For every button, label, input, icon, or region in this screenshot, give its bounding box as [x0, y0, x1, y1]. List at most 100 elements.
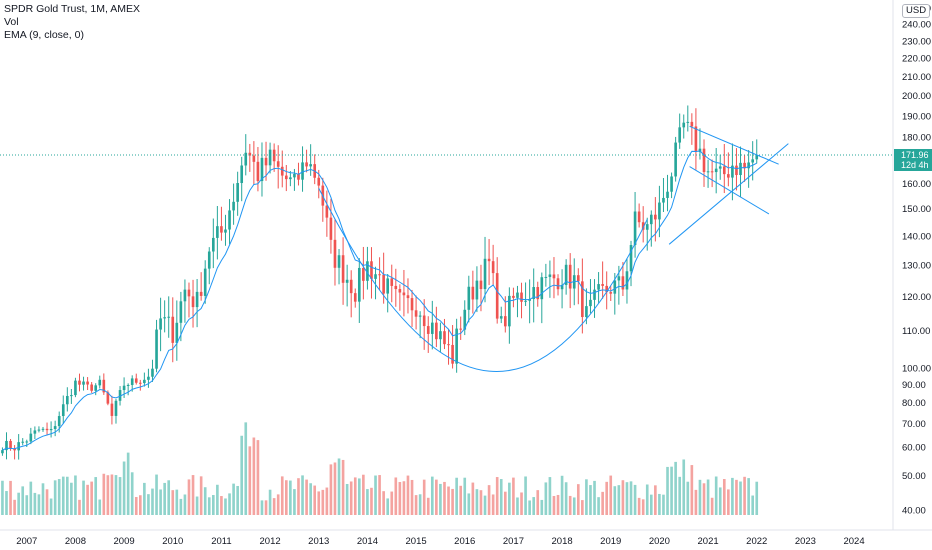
- volume-bar: [625, 482, 629, 515]
- candle-body: [443, 331, 446, 345]
- candle-body: [183, 289, 187, 302]
- volume-bar: [706, 479, 710, 515]
- price-tick-label: 180.00: [902, 133, 931, 144]
- volume-bar: [284, 480, 288, 515]
- candle-body: [357, 267, 361, 302]
- candle-body: [5, 440, 8, 451]
- volume-bar: [70, 482, 73, 515]
- candle-body: [187, 289, 191, 297]
- candle-body: [155, 329, 158, 369]
- candle-body: [516, 292, 519, 298]
- volume-bar: [49, 498, 53, 515]
- volume-bar: [333, 462, 337, 515]
- volume-bar: [491, 494, 495, 515]
- volume-bar: [362, 474, 365, 515]
- candle-body: [641, 222, 645, 230]
- candle-body: [268, 149, 272, 166]
- time-tick-label: 2009: [114, 536, 135, 547]
- currency-badge[interactable]: USD: [902, 4, 931, 18]
- candle-body: [495, 273, 499, 319]
- candle-body: [29, 433, 33, 442]
- time-tick-label: 2016: [454, 536, 475, 547]
- volume-bar: [536, 490, 540, 515]
- ema-legend[interactable]: EMA (9, close, 0): [4, 29, 84, 41]
- candle-body: [463, 309, 467, 330]
- candle-body: [487, 258, 491, 262]
- volume-bar: [175, 489, 179, 515]
- volume-bar: [256, 440, 260, 515]
- volume-bar: [556, 494, 560, 515]
- candle-body: [560, 284, 564, 290]
- candle-body: [475, 280, 479, 300]
- candle-body: [601, 284, 604, 286]
- candle-body: [130, 378, 134, 385]
- volume-bar: [138, 495, 142, 515]
- candle-body: [702, 148, 706, 172]
- candle-body: [743, 162, 746, 169]
- volume-bar: [126, 452, 130, 515]
- volume-bar: [309, 483, 312, 515]
- candle-body: [686, 121, 690, 123]
- candle-body: [459, 328, 463, 330]
- candle-body: [678, 127, 682, 143]
- volume-bar: [171, 490, 175, 515]
- candle-body: [739, 162, 742, 176]
- candle-body: [556, 278, 560, 290]
- candle-body: [90, 384, 93, 391]
- volume-bar: [41, 483, 45, 515]
- candle-body: [13, 448, 16, 451]
- candle-body: [414, 310, 418, 317]
- volume-bar: [228, 493, 231, 515]
- candle-body: [637, 211, 641, 223]
- candle-body: [503, 316, 507, 327]
- candle-body: [370, 261, 373, 279]
- volume-bar: [694, 489, 698, 515]
- candle-body: [25, 441, 29, 443]
- candle-body: [710, 171, 714, 173]
- volume-bar: [394, 477, 398, 515]
- candle-body: [491, 261, 495, 274]
- candle-body: [548, 274, 552, 277]
- candle-body: [682, 122, 686, 128]
- price-tick-label: 230.00: [902, 36, 931, 47]
- candle-body: [138, 382, 142, 384]
- last-price-value: 171.96: [901, 150, 929, 161]
- candle-body: [252, 155, 256, 162]
- volume-bar: [301, 475, 304, 515]
- time-tick-label: 2024: [843, 536, 864, 547]
- volume-bar: [317, 491, 321, 515]
- trendline-drawing: [689, 166, 770, 215]
- candle-body: [690, 121, 694, 127]
- candle-body: [508, 295, 511, 327]
- candle-body: [228, 210, 231, 230]
- volume-bar: [94, 477, 98, 515]
- volume-bar: [690, 465, 694, 515]
- candle-body: [317, 177, 321, 186]
- volume-bar: [426, 497, 430, 515]
- volume-bar: [33, 492, 37, 515]
- volume-bar: [589, 485, 592, 515]
- volume-bar: [232, 483, 235, 515]
- candle-body: [666, 191, 669, 198]
- candle-body: [568, 264, 572, 289]
- symbol-title[interactable]: SPDR Gold Trust, 1M, AMEX: [4, 3, 140, 15]
- volume-bar: [313, 485, 317, 515]
- volume-bar: [540, 499, 544, 515]
- candle-body: [224, 229, 227, 233]
- bar-countdown: 12d 4h: [901, 160, 929, 171]
- candle-body: [406, 295, 410, 299]
- candle-body: [394, 285, 398, 290]
- volume-bar: [5, 491, 8, 515]
- volume-legend[interactable]: Vol: [4, 16, 19, 28]
- candle-body: [447, 344, 450, 346]
- volume-bar: [544, 482, 548, 515]
- volume-bar: [597, 497, 600, 515]
- price-tick-label: 200.00: [902, 91, 931, 102]
- candle-body: [151, 368, 154, 377]
- volume-bar: [98, 499, 102, 515]
- volume-bar: [74, 475, 77, 515]
- candle-body: [175, 322, 179, 343]
- candle-body: [605, 285, 609, 293]
- candle-body: [41, 428, 45, 430]
